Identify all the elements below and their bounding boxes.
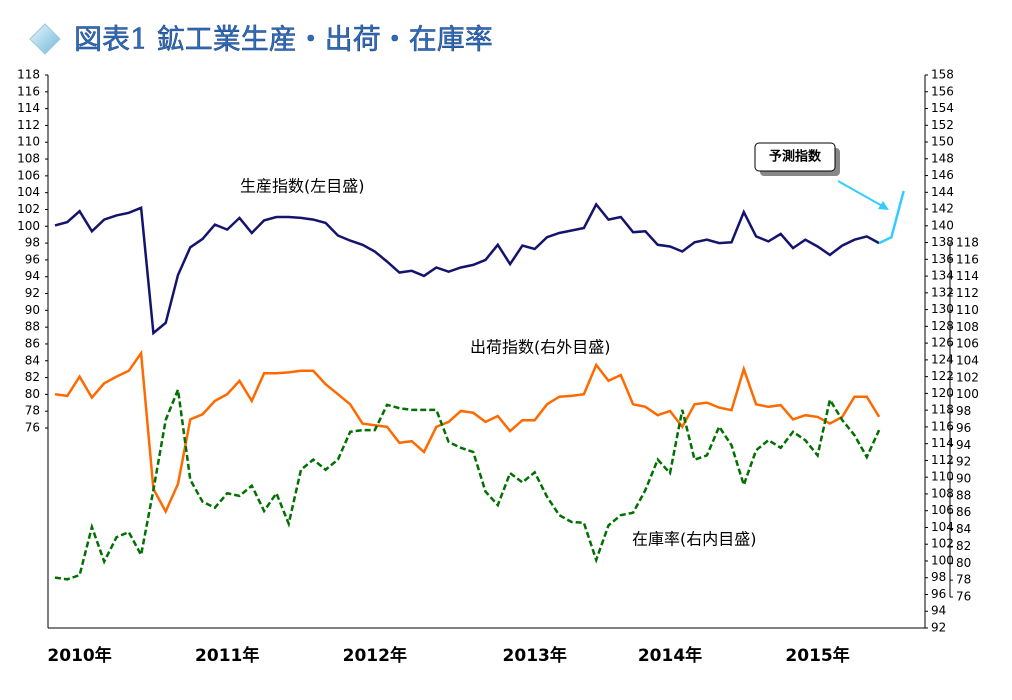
y-tick-label: 116 [956, 252, 979, 266]
y-tick-label: 154 [931, 101, 954, 115]
y-tick-label: 92 [956, 455, 971, 469]
y-tick-label: 102 [956, 370, 979, 384]
callout-arrow [837, 180, 885, 208]
y-tick-label: 96 [931, 587, 946, 601]
y-tick-label: 106 [17, 168, 40, 182]
y-tick-label: 76 [956, 590, 971, 604]
y-tick-label: 128 [931, 319, 954, 333]
x-tick-label: 2013年 [503, 645, 567, 666]
series-line [54, 349, 881, 515]
y-tick-label: 84 [956, 522, 971, 536]
y-tick-label: 92 [25, 286, 40, 300]
y-tick-label: 118 [17, 68, 40, 82]
y-tick-label: 108 [17, 152, 40, 166]
y-tick-label: 82 [25, 370, 40, 384]
y-tick-label: 80 [25, 387, 40, 401]
y-tick-label: 80 [956, 556, 971, 570]
y-tick-label: 100 [956, 387, 979, 401]
chart-title: 図表1 鉱工業生産・出荷・在庫率 [74, 23, 493, 56]
x-tick-label: 2014年 [638, 645, 702, 666]
callout-arrowhead [878, 201, 889, 210]
y-tick-label: 112 [931, 453, 954, 467]
y-tick-label: 108 [931, 486, 954, 500]
y-tick-label: 138 [931, 235, 954, 249]
x-tick-label: 2012年 [343, 645, 407, 666]
y-tick-label: 78 [956, 573, 971, 587]
y-tick-label: 100 [17, 219, 40, 233]
y-tick-label: 122 [931, 369, 954, 383]
x-tick-label: 2011年 [195, 645, 259, 666]
y-tick-label: 88 [25, 320, 40, 334]
y-tick-label: 118 [956, 236, 979, 250]
y-tick-label: 104 [931, 520, 954, 534]
series-label: 予測指数 [769, 149, 822, 165]
y-tick-label: 96 [25, 252, 40, 266]
callout-box [754, 142, 836, 172]
y-tick-label: 82 [956, 539, 971, 553]
y-tick-label: 112 [17, 118, 40, 132]
y-tick-label: 98 [25, 236, 40, 250]
y-tick-label: 92 [931, 621, 946, 635]
y-tick-label: 116 [17, 84, 40, 98]
y-tick-label: 78 [25, 404, 40, 418]
y-tick-label: 146 [931, 168, 954, 182]
y-tick-label: 140 [931, 218, 954, 232]
y-tick-label: 120 [931, 386, 954, 400]
y-tick-label: 86 [25, 336, 40, 350]
y-tick-label: 130 [931, 302, 954, 316]
title-icon [29, 23, 61, 55]
y-tick-label: 94 [956, 438, 971, 452]
x-tick-label: 2015年 [785, 645, 849, 666]
y-tick-label: 152 [931, 118, 954, 132]
y-tick-label: 112 [956, 286, 979, 300]
y-tick-label: 100 [931, 553, 954, 567]
y-tick-label: 118 [931, 403, 954, 417]
y-tick-label: 150 [931, 135, 954, 149]
series-label: 在庫率(右内目盛) [632, 530, 757, 549]
y-tick-label: 136 [931, 252, 954, 266]
y-tick-label: 98 [931, 570, 946, 584]
y-tick-label: 124 [931, 352, 954, 366]
y-tick-label: 114 [956, 269, 979, 283]
y-tick-label: 110 [931, 470, 954, 484]
y-tick-label: 84 [25, 353, 40, 367]
y-tick-label: 88 [956, 488, 971, 502]
y-tick-label: 90 [25, 303, 40, 317]
y-tick-label: 114 [931, 436, 954, 450]
series-line [54, 202, 880, 336]
x-tick-label: 2010年 [47, 645, 111, 666]
y-tick-label: 110 [17, 135, 40, 149]
y-tick-label: 104 [956, 354, 979, 368]
y-tick-label: 106 [931, 503, 954, 517]
series-label: 出荷指数(右外目盛) [470, 338, 611, 357]
y-tick-label: 132 [931, 285, 954, 299]
y-tick-label: 144 [931, 185, 954, 199]
y-tick-label: 94 [25, 269, 40, 283]
y-tick-label: 76 [25, 421, 40, 435]
y-tick-label: 104 [17, 185, 40, 199]
y-tick-label: 96 [956, 421, 971, 435]
y-tick-label: 156 [931, 84, 954, 98]
y-tick-label: 142 [931, 202, 954, 216]
y-tick-label: 126 [931, 336, 954, 350]
y-tick-label: 134 [931, 269, 954, 283]
series-line [54, 384, 881, 581]
y-tick-label: 114 [17, 101, 40, 115]
y-tick-label: 98 [956, 404, 971, 418]
series-line [878, 190, 905, 245]
y-tick-label: 158 [931, 68, 954, 82]
y-tick-label: 102 [931, 537, 954, 551]
y-tick-label: 148 [931, 151, 954, 165]
y-tick-label: 108 [956, 320, 979, 334]
y-tick-label: 94 [931, 604, 946, 618]
y-tick-label: 102 [17, 202, 40, 216]
y-tick-label: 110 [956, 303, 979, 317]
y-tick-label: 86 [956, 505, 971, 519]
y-tick-label: 106 [956, 337, 979, 351]
y-tick-label: 90 [956, 472, 971, 486]
series-label: 生産指数(左目盛) [240, 177, 365, 196]
y-tick-label: 116 [931, 419, 954, 433]
